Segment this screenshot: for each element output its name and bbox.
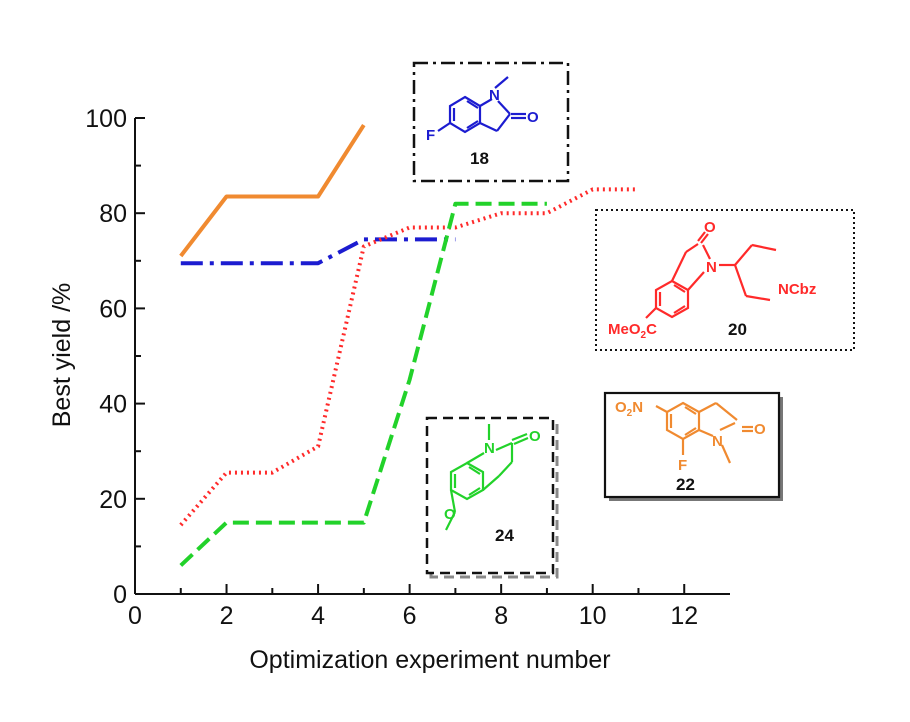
y-tick-label: 40 (99, 391, 127, 419)
series-line-18 (180, 237, 456, 266)
series-line-22 (179, 124, 366, 258)
x-tick-label: 12 (670, 602, 698, 630)
structure-18: N O F 18 (412, 61, 570, 183)
x-tick-label: 0 (128, 602, 142, 630)
atom-O-methoxy-24: O (444, 506, 456, 523)
x-tick-label: 10 (579, 602, 607, 630)
atom-O-18: O (527, 109, 539, 126)
structure-22: O2N O N F 22 (603, 391, 783, 501)
atom-N1-20: N (706, 259, 717, 276)
x-tick-label: 2 (220, 602, 234, 630)
series-lines (179, 124, 639, 567)
structure-24-bonds (445, 424, 529, 531)
atom-O-20: O (704, 219, 716, 236)
structure-18-bonds (437, 76, 526, 134)
y-tick-label: 20 (99, 486, 127, 514)
x-tick-label: 6 (403, 602, 417, 630)
y-axis-title: Best yield /% (48, 283, 76, 428)
series-line-24 (179, 201, 547, 567)
y-tick-label: 100 (85, 105, 127, 133)
y-tick-label: 80 (99, 200, 127, 228)
structure-20: O N NCbz MeO2C 20 (595, 209, 855, 351)
atom-NCbz-20: NCbz (778, 281, 816, 298)
x-ticks: 0 2 4 6 8 10 12 (128, 584, 698, 630)
atom-F-18: F (426, 127, 435, 144)
compound-number-18: 18 (470, 149, 489, 168)
structure-20-bonds (645, 231, 777, 319)
y-tick-label: 0 (113, 581, 127, 609)
series-line-20 (179, 187, 639, 527)
atom-N-18: N (489, 87, 500, 104)
atom-F-22: F (678, 457, 687, 474)
atom-nitro-22: O2N (615, 399, 643, 419)
y-tick-label: 60 (99, 295, 127, 323)
x-axis-title: Optimization experiment number (249, 646, 610, 674)
atom-N-22: N (712, 433, 723, 450)
structure-22-bonds (655, 401, 753, 464)
structure-20-frame (595, 209, 855, 351)
structure-24: N O O 24 (425, 416, 559, 579)
compound-number-24: 24 (495, 526, 514, 545)
atom-O-22: O (754, 421, 766, 438)
atom-ester-20: MeO2C (608, 321, 657, 341)
x-tick-label: 4 (311, 602, 325, 630)
compound-number-20: 20 (728, 320, 747, 339)
y-ticks: 0 20 40 60 80 100 (85, 105, 145, 609)
x-tick-label: 8 (494, 602, 508, 630)
atom-O-24: O (529, 428, 541, 445)
compound-number-22: 22 (676, 475, 695, 494)
structure-18-frame (412, 61, 570, 183)
structure-24-frame (425, 416, 555, 575)
atom-N-24: N (484, 440, 495, 457)
